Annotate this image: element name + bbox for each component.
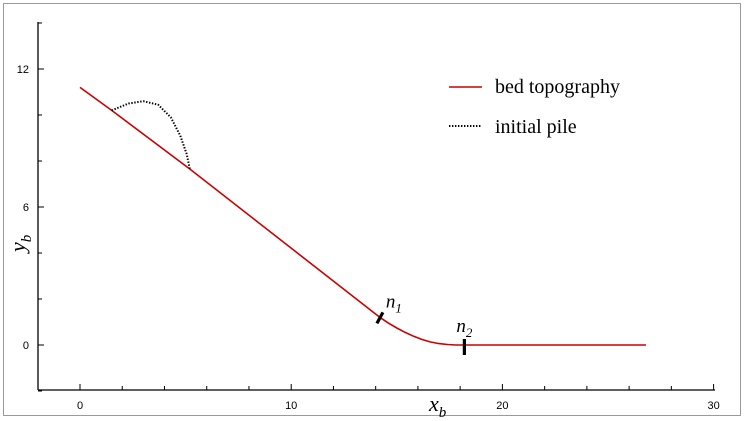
- y-tick-label: 12: [17, 64, 29, 76]
- legend-label-initial-pile: initial pile: [495, 116, 577, 138]
- marker-layer: n1 n2: [375, 291, 473, 355]
- y-axis-label: yb: [5, 234, 35, 254]
- n2-label: n2: [456, 316, 473, 340]
- series-line-bed-topography: [79, 86, 646, 346]
- tick-labels: 0 10 20 30 0 6 12: [17, 64, 720, 412]
- n1-marker: [375, 311, 385, 325]
- x-tick-label: 20: [496, 400, 508, 412]
- x-tick-label: 10: [285, 400, 297, 412]
- chart-frame: [3, 3, 741, 416]
- y-tick-label: 0: [23, 340, 29, 352]
- axis-ticks: [38, 22, 715, 392]
- y-tick-label: 6: [23, 202, 29, 214]
- x-tick-label: 30: [707, 400, 719, 412]
- n1-label: n1: [386, 291, 402, 315]
- series-layer: [79, 86, 646, 346]
- x-tick-label: 0: [77, 400, 83, 412]
- legend-label-bed-topography: bed topography: [495, 76, 620, 98]
- x-axis-label: xb: [428, 391, 447, 421]
- legend: bed topography initial pile: [449, 76, 620, 138]
- series-line-initial-pile: [111, 100, 191, 170]
